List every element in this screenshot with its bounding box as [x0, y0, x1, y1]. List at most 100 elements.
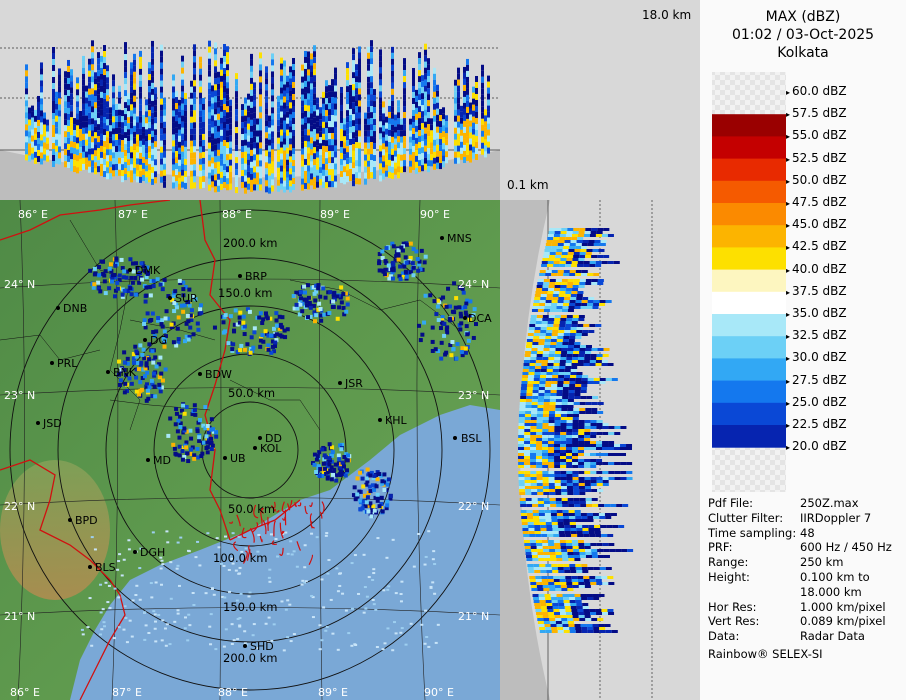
sea-echo — [238, 617, 242, 620]
echo-cell — [596, 582, 603, 585]
echo-cell — [556, 504, 563, 507]
echo-cell — [531, 399, 538, 402]
echo-cell — [325, 86, 328, 93]
echo-cell — [536, 582, 543, 585]
echo-cell — [124, 373, 129, 378]
echo-cell — [97, 130, 100, 137]
echo-cell — [307, 301, 312, 306]
echo-cell — [531, 489, 538, 492]
echo-cell — [463, 144, 466, 151]
echo-cell — [271, 101, 274, 108]
echo-cell — [391, 64, 394, 71]
echo-cell — [547, 609, 554, 612]
echo-cell — [449, 353, 454, 358]
echo-cell — [172, 74, 175, 81]
echo-cell — [142, 150, 145, 157]
echo-cell — [537, 399, 544, 402]
echo-cell — [112, 128, 115, 135]
echo-cell — [524, 471, 531, 474]
echo-cell — [460, 306, 465, 311]
echo-cell — [106, 137, 109, 144]
echo-cell — [564, 372, 571, 375]
city-label: DMK — [135, 264, 161, 277]
echo-cell — [608, 612, 615, 615]
sea-echo — [124, 616, 128, 619]
echo-cell — [64, 125, 67, 132]
echo-cell — [189, 308, 194, 313]
echo-cell — [367, 76, 370, 83]
echo-cell — [585, 411, 592, 414]
echo-cell — [115, 115, 118, 122]
echo-cell — [264, 311, 269, 316]
sea-echo — [387, 585, 391, 588]
echo-cell — [70, 111, 73, 118]
echo-cell — [355, 160, 358, 167]
echo-cell — [209, 427, 214, 432]
echo-cell — [545, 246, 552, 249]
echo-cell — [118, 145, 121, 152]
echo-cell — [179, 445, 184, 450]
echo-cell — [352, 66, 355, 73]
echo-cell — [548, 426, 555, 429]
echo-cell — [543, 501, 550, 504]
echo-cell — [442, 321, 447, 326]
echo-cell — [532, 339, 539, 342]
echo-cell — [414, 249, 419, 254]
echo-cell — [578, 258, 585, 261]
echo-cell — [567, 279, 574, 282]
sea-echo — [169, 597, 173, 600]
echo-cell — [25, 142, 28, 149]
echo-cell — [145, 105, 148, 112]
echo-cell — [115, 133, 118, 140]
echo-cell — [261, 317, 266, 322]
echo-cell — [286, 123, 289, 130]
echo-cell — [469, 126, 472, 133]
echo-cell — [592, 504, 599, 507]
echo-cell — [181, 133, 184, 140]
echo-cell — [304, 176, 307, 183]
echo-cell — [549, 552, 556, 555]
echo-cell — [235, 133, 238, 140]
echo-cell — [570, 294, 577, 297]
echo-cell — [184, 158, 187, 165]
echo-cell — [534, 330, 541, 333]
echo-cell — [235, 109, 238, 116]
echo-cell — [52, 100, 55, 107]
echo-cell — [581, 333, 588, 336]
echo-cell — [559, 540, 566, 543]
echo-cell — [531, 588, 538, 591]
echo-cell — [351, 493, 356, 498]
echo-cell — [358, 166, 361, 173]
echo-cell — [367, 130, 370, 137]
echo-cell — [361, 484, 366, 489]
echo-cell — [358, 118, 361, 125]
echo-cell — [574, 594, 581, 597]
echo-cell — [554, 450, 560, 453]
echo-cell — [567, 618, 574, 621]
echo-cell — [97, 100, 100, 107]
lon-label-bottom: 87° E — [112, 686, 142, 699]
echo-cell — [620, 444, 627, 447]
echo-cell — [530, 453, 537, 456]
echo-cell — [280, 87, 283, 94]
echo-cell — [370, 46, 373, 53]
echo-cell — [454, 151, 457, 158]
echo-cell — [352, 138, 355, 145]
echo-cell — [160, 146, 163, 153]
echo-cell — [439, 151, 442, 158]
echo-cell — [576, 372, 583, 375]
echo-cell — [452, 281, 457, 286]
echo-cell — [307, 177, 310, 184]
echo-cell — [202, 127, 205, 134]
echo-cell — [181, 97, 184, 104]
echo-cell — [589, 264, 596, 267]
echo-cell — [28, 131, 31, 138]
echo-cell — [418, 64, 421, 71]
echo-cell — [579, 408, 586, 411]
echo-cell — [442, 107, 445, 114]
echo-cell — [355, 76, 358, 83]
echo-cell — [528, 369, 535, 372]
echo-cell — [304, 128, 307, 135]
echo-cell — [285, 327, 290, 332]
city-label: DCA — [468, 312, 492, 325]
